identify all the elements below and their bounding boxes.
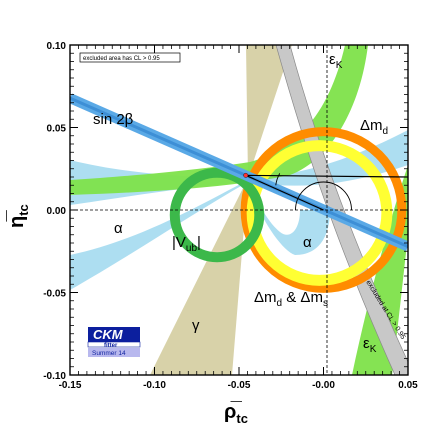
plot-area: [70, 45, 408, 375]
x-tick-label: 0.05: [398, 380, 418, 391]
epsk-bottom-main: ε: [363, 335, 370, 352]
y-tick-label: -0.05: [43, 289, 66, 300]
triangle-apex-point: [243, 172, 249, 178]
dmd-dms-label: Δmd & Δms: [254, 289, 328, 309]
x-axis-title-sub: tc: [236, 411, 248, 426]
unitarity-triangle: [243, 172, 408, 211]
logo-edition-text: Summer 14: [92, 350, 126, 357]
svg-text:ρ̅tc: ρ̅tc: [224, 401, 248, 426]
dmd-label-sub: d: [383, 126, 389, 137]
y-axis-title: η̅tc: [6, 204, 31, 228]
dmd-dms-label-a: Δm: [254, 289, 277, 306]
vub-ring-band: [169, 167, 265, 263]
triangle-apex-arc: [275, 173, 281, 186]
logo-main-text: CKM: [93, 327, 124, 342]
svg-text:Δmd & Δms: Δmd & Δms: [254, 289, 328, 309]
dmd-dms-label-sub2: s: [323, 298, 328, 309]
alpha-label-left: α: [114, 220, 123, 237]
epsk-bottom-sub: K: [370, 344, 377, 355]
logo-main-box: [88, 327, 140, 342]
svg-text:η̅tc: η̅tc: [6, 204, 31, 228]
epsk-label-bottom: εK: [363, 335, 377, 355]
epsk-top-main: ε: [329, 51, 336, 68]
vub-label-main: |V: [172, 234, 186, 251]
x-tick-label: -0.10: [143, 380, 166, 391]
vub-ring: [169, 167, 265, 263]
svg-text:εK: εK: [329, 51, 343, 71]
notice-frame: [79, 52, 181, 63]
x-tick-label: -0.15: [59, 380, 82, 391]
dmd-label: Δmd: [360, 117, 388, 137]
y-axis-title-sub: tc: [16, 204, 31, 216]
epsk-band-upper: [70, 45, 368, 195]
logo-sub-box: [87, 341, 141, 348]
dmd-dms-label-sub1: d: [277, 298, 283, 309]
sin2beta-band-core: [70, 96, 408, 249]
ckmfitter-logo: CKM fitter Summer 14: [87, 327, 141, 357]
triangle-angle-arc: [295, 181, 352, 211]
x-tick-label: -0.05: [228, 380, 251, 391]
triangle-side-left: [245, 174, 324, 211]
vub-label-end: |: [197, 234, 201, 251]
x-axis-title: ρ̅tc: [224, 401, 248, 426]
axes: -0.15 -0.10 -0.05 -0.00 0.05-0.10-0.050.000.…: [43, 41, 418, 391]
notice-box: excluded area has CL > 0.95: [79, 52, 181, 63]
vub-label-sub: ub: [186, 243, 198, 254]
dmd-ring-inner: [246, 140, 393, 286]
y-tick-label: 0.10: [47, 41, 67, 52]
alpha-label-right: α: [303, 234, 312, 251]
logo-sub-text: fitter: [104, 343, 118, 349]
svg-text:εK: εK: [363, 335, 377, 355]
epsk-top-sub: K: [336, 60, 343, 71]
dmd-label-main: Δm: [360, 117, 383, 134]
notice-text: excluded area has CL > 0.95: [83, 56, 160, 62]
y-tick-label: -0.10: [43, 371, 66, 382]
logo-edition-box: [88, 348, 140, 357]
x-tick-label: -0.00: [312, 380, 335, 391]
triangle-side-top: [245, 174, 408, 178]
alpha-band-lower: [70, 180, 330, 290]
sin2beta-label: sin 2β: [93, 111, 134, 128]
svg-text:|Vub|: |Vub|: [172, 234, 201, 254]
gamma-label: γ: [192, 317, 200, 334]
svg-text:Δmd: Δmd: [360, 117, 388, 137]
sin2beta-band: [70, 93, 408, 252]
gamma-band: [150, 45, 292, 375]
y-tick-label: 0.00: [47, 206, 67, 217]
vub-label: |Vub|: [172, 234, 201, 254]
dmd-dms-label-mid: & Δm: [282, 289, 323, 306]
epsk-label-top: εK: [329, 51, 343, 71]
y-tick-label: 0.05: [47, 124, 67, 135]
